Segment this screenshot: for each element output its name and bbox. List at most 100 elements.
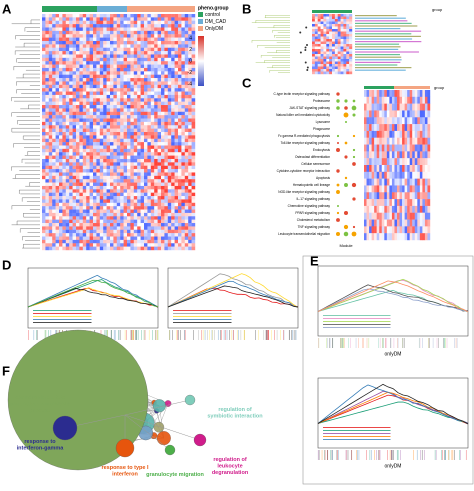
heat-cell (42, 213, 46, 217)
heat-cell (56, 105, 60, 109)
heat-cell (76, 230, 80, 234)
heat-cell (394, 192, 397, 199)
heat-cell (90, 41, 94, 45)
heat-cell (110, 189, 114, 193)
heat-cell (188, 24, 192, 28)
heat-cell (107, 65, 111, 69)
heat-cell (321, 22, 324, 25)
heat-cell (185, 129, 189, 133)
heat-cell (45, 14, 49, 18)
heat-cell (377, 117, 380, 124)
heat-cell (93, 247, 97, 251)
heat-cell (332, 14, 335, 17)
heat-cell (86, 41, 90, 45)
heat-cell (181, 145, 185, 149)
heat-cell (192, 152, 196, 156)
heat-cell (168, 196, 172, 200)
heat-cell (66, 54, 70, 58)
heat-cell (141, 41, 145, 45)
heat-cell (113, 247, 117, 251)
heat-cell (321, 59, 324, 62)
heat-cell (79, 203, 83, 207)
heat-cell (90, 139, 94, 143)
heat-cell (103, 54, 107, 58)
heat-cell (134, 152, 138, 156)
heat-cell (83, 129, 87, 133)
heat-cell (93, 189, 97, 193)
heat-cell (349, 44, 352, 47)
heat-cell (134, 156, 138, 160)
heat-cell (374, 124, 377, 131)
heat-cell (369, 233, 372, 240)
heat-cell (397, 138, 400, 145)
heat-cell (66, 223, 70, 227)
heat-cell (93, 213, 97, 217)
heat-cell (127, 119, 131, 123)
heat-cell (343, 14, 346, 17)
heat-cell (175, 119, 179, 123)
heat-cell (410, 192, 413, 199)
heat-cell (83, 115, 87, 119)
heat-cell (90, 48, 94, 52)
heat-cell (372, 151, 375, 158)
heat-cell (168, 17, 172, 21)
heat-cell (338, 42, 341, 45)
heat-cell (420, 151, 423, 158)
heat-cell (168, 142, 172, 146)
dot (337, 205, 339, 207)
heat-cell (164, 135, 168, 139)
heat-cell (49, 92, 53, 96)
heat-cell (181, 38, 185, 42)
heat-cell (422, 104, 425, 111)
heat-cell (93, 145, 97, 149)
heat-cell (76, 41, 80, 45)
heat-cell (137, 226, 141, 230)
heat-cell (151, 145, 155, 149)
heat-cell (188, 112, 192, 116)
heat-cell (52, 216, 56, 220)
heat-cell (178, 48, 182, 52)
heat-cell (417, 233, 420, 240)
heat-cell (42, 78, 46, 82)
heat-cell (113, 196, 117, 200)
heat-cell (107, 105, 111, 109)
heat-cell (384, 138, 387, 145)
heat-cell (52, 108, 56, 112)
heat-cell (42, 48, 46, 52)
heat-cell (117, 48, 121, 52)
heat-cell (134, 85, 138, 89)
heat-cell (93, 61, 97, 65)
heat-cell (175, 220, 179, 224)
heat-cell (323, 57, 326, 60)
heat-cell (134, 24, 138, 28)
heat-cell (59, 169, 63, 173)
heat-cell (402, 192, 405, 199)
heat-cell (377, 233, 380, 240)
heat-cell (62, 119, 66, 123)
heat-cell (137, 34, 141, 38)
heat-cell (372, 90, 375, 97)
heat-cell (49, 135, 53, 139)
heat-cell (56, 203, 60, 207)
heat-cell (164, 220, 168, 224)
heat-cell (45, 247, 49, 251)
heat-cell (144, 51, 148, 55)
dot (344, 183, 348, 187)
heat-cell (144, 98, 148, 102)
heat-cell (323, 24, 326, 27)
heat-cell (168, 102, 172, 106)
heat-cell (45, 145, 49, 149)
heat-cell (349, 19, 352, 22)
heat-cell (137, 75, 141, 79)
heat-cell (346, 24, 349, 27)
heat-cell (134, 98, 138, 102)
heat-cell (407, 158, 410, 165)
heat-cell (147, 92, 151, 96)
heat-cell (312, 52, 315, 55)
heat-cell (137, 105, 141, 109)
heat-cell (185, 189, 189, 193)
heat-cell (402, 199, 405, 206)
heat-cell (407, 165, 410, 172)
heat-cell (188, 193, 192, 197)
heat-cell (364, 131, 367, 138)
